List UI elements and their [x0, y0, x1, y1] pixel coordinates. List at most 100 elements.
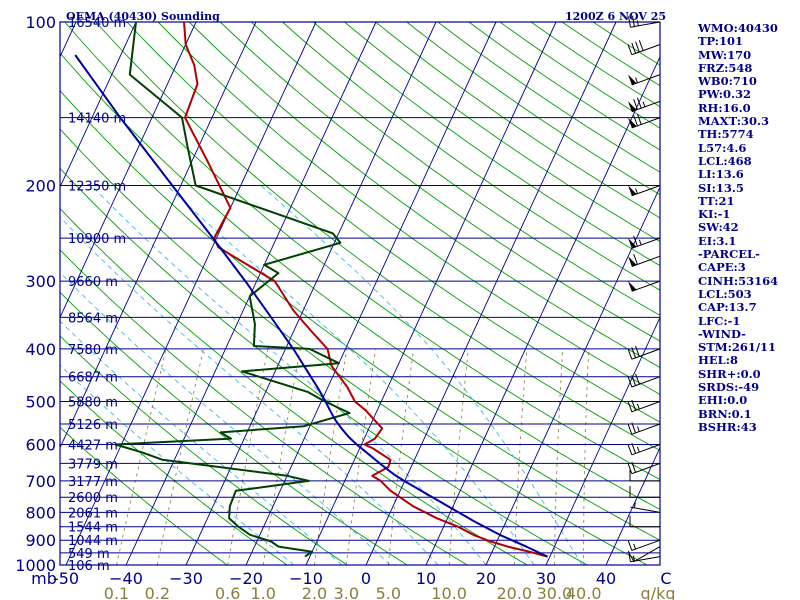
wind-barb-staff [631, 444, 661, 456]
wind-barb-pennant [628, 256, 637, 267]
wind-barb-flag [628, 551, 635, 562]
temperature-tick-label: 0 [361, 569, 371, 588]
wind-barb-flag [631, 42, 637, 54]
wind-barb-staff [631, 74, 661, 86]
wind-barb-half-flag [636, 446, 640, 453]
temperature-tick-label: −40 [109, 569, 143, 588]
isotherm [245, 21, 497, 566]
height-label: 9660 m [68, 275, 118, 290]
wind-barb-staff [631, 539, 661, 551]
wind-barb [627, 345, 661, 360]
wind-barb-pennant [628, 185, 637, 196]
wind-barb-flag [638, 40, 644, 51]
mixing-ratio-label: g/kg [641, 584, 676, 600]
wind-barb [628, 97, 661, 113]
index-item: SHR+:0.0 [698, 366, 761, 381]
height-label: 5880 m [68, 396, 118, 411]
height-label: 14140 m [68, 112, 126, 127]
isotherm [125, 21, 377, 566]
temperature-tick-label: mb [31, 569, 57, 588]
wind-barb-staff [631, 401, 661, 413]
dry-adiabat [530, 21, 661, 108]
dry-adiabat [59, 52, 661, 510]
height-label: 106 m [68, 559, 110, 574]
dry-adiabat [219, 21, 661, 342]
chart-time: 1200Z 6 NOV 25 [565, 10, 666, 23]
sounding-series [74, 21, 548, 558]
dry-adiabat [468, 21, 661, 151]
dry-adiabat [188, 21, 661, 368]
index-item: LFC:-1 [698, 313, 741, 328]
mixing-ratio-line [513, 348, 528, 566]
wind-barb-flag [627, 348, 633, 360]
wind-barb [628, 253, 661, 267]
wind-barb-flag [631, 399, 637, 411]
index-item: RH:16.0 [698, 100, 751, 115]
wind-barb-flag [627, 444, 633, 455]
wind-barb [627, 399, 661, 413]
wind-barb-flag [633, 115, 638, 126]
index-item: CAPE:3 [698, 260, 746, 275]
wind-barb-staff [631, 348, 661, 360]
chart-title: OEMA (40430) Sounding [66, 10, 220, 23]
index-item: TP:101 [698, 34, 744, 49]
wind-barb-flag [636, 113, 642, 125]
temperature-tick-label: 40 [596, 569, 616, 588]
isotherm [185, 21, 437, 566]
isobars [59, 21, 661, 566]
temperature-tick-label: -50 [53, 569, 79, 588]
isotherm [605, 447, 661, 566]
mixing-ratio-label: 5.0 [376, 584, 401, 600]
mixing-ratio-line [156, 348, 204, 566]
dry-adiabat [126, 21, 661, 423]
wind-barb-flag [628, 16, 631, 28]
dry-adiabat [59, 380, 288, 566]
mixing-ratio-line [448, 348, 469, 566]
dry-adiabat [59, 291, 408, 566]
mixing-ratio-label: 0.1 [104, 584, 129, 600]
index-item: TT:21 [698, 193, 735, 208]
wind-barb-flag [627, 44, 633, 55]
wind-barb-half-flag [638, 239, 642, 246]
index-item: EI:3.1 [698, 233, 737, 248]
wind-barb-flag [631, 347, 637, 358]
wind-barb-flag [631, 442, 637, 454]
dewpoint-trace [114, 21, 351, 558]
index-item: MAXT:30.3 [698, 114, 769, 129]
pressure-label: 700 [25, 472, 56, 491]
wind-barb-staff [631, 376, 661, 388]
isotherm [365, 21, 617, 566]
height-label: 3779 m [68, 457, 118, 472]
wind-barb [627, 373, 661, 388]
isotherms [59, 21, 661, 566]
dry-adiabat [406, 21, 661, 196]
height-label: 8564 m [68, 311, 118, 326]
wind-barb [627, 461, 661, 475]
wind-barb [629, 515, 660, 528]
wind-barb-flag [633, 235, 638, 247]
pressure-label: 1000 [15, 556, 56, 575]
wind-barb [630, 502, 661, 513]
wind-barb [628, 546, 661, 563]
mixing-ratio-label: 3.0 [334, 584, 359, 600]
wind-barb-half-flag [633, 502, 636, 508]
mixing-ratio-line [387, 348, 414, 566]
temperature-trace [183, 21, 548, 558]
wind-barb [629, 469, 660, 482]
dry-adiabat [282, 21, 661, 291]
parcel-trace [74, 54, 548, 558]
index-item: FRZ:548 [698, 60, 753, 75]
wind-barb-flag [635, 41, 640, 53]
dry-adiabat [437, 21, 661, 173]
dry-adiabat [375, 21, 661, 219]
pressure-label: 300 [25, 272, 56, 291]
moist-adiabat [59, 364, 295, 566]
height-label: 4427 m [68, 439, 118, 454]
index-item: SW:42 [698, 220, 739, 235]
wind-barb [629, 486, 660, 498]
wind-barb-flag [627, 463, 633, 474]
index-item: EHI:0.0 [698, 393, 748, 408]
sounding-indices: WMO:40430 TP:101 MW:170 FRZ:548 WB0:710 PW:0.… [698, 21, 778, 434]
mixing-ratio-line [262, 348, 301, 566]
mixing-ratio-label: 30.0 [537, 584, 573, 600]
